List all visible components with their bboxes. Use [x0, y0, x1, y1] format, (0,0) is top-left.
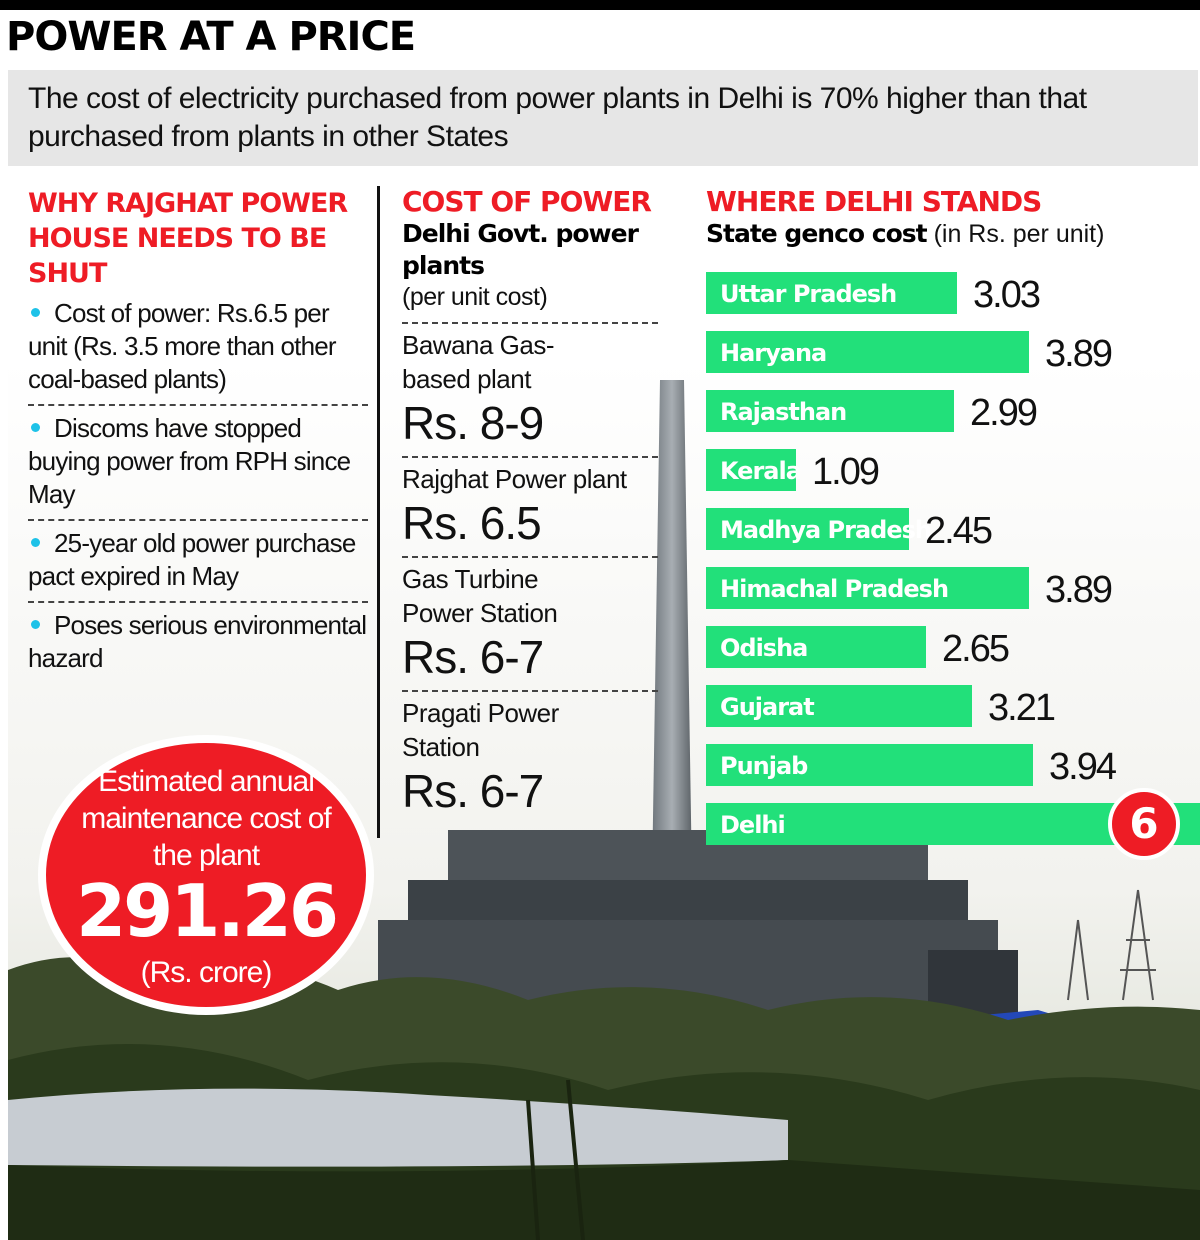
- where-delhi-stands-column: WHERE DELHI STANDS State genco cost (in …: [706, 186, 1200, 250]
- bar-madhya-pradesh: Madhya Pradesh: [706, 508, 932, 550]
- bar-odisha: Odisha: [706, 626, 926, 668]
- cost-unit: (per unit cost): [402, 283, 548, 311]
- column-divider: [377, 186, 380, 838]
- plant-cost: Rs. 6.5: [402, 497, 542, 549]
- maintenance-unit: (Rs. crore): [140, 956, 273, 989]
- chart-title: WHERE DELHI STANDS: [706, 185, 1042, 218]
- subtitle: The cost of electricity purchased from p…: [28, 82, 1087, 153]
- reason-text: Discoms have stopped buying power from R…: [28, 413, 351, 509]
- plant-cost: Rs. 6-7: [402, 765, 544, 817]
- bar-category-label: Haryana: [720, 339, 827, 367]
- reason-text: Poses serious environmental hazard: [28, 610, 367, 673]
- bar-category-label: Kerala: [720, 457, 802, 485]
- reason-item: 25-year old power purchase pact expired …: [28, 521, 368, 603]
- plant-cost: Rs. 6-7: [402, 631, 544, 683]
- bar-rajasthan: Rajasthan: [706, 390, 954, 432]
- plant-item: Gas Turbine Power Station Rs. 6-7: [402, 556, 658, 684]
- bar-value-label: 6: [1108, 788, 1180, 860]
- bar-punjab: Punjab: [706, 744, 1033, 786]
- plant-cost: Rs. 8-9: [402, 397, 544, 449]
- bar-value-label: 3.89: [1045, 333, 1113, 375]
- reasons-heading: WHY RAJGHAT POWER HOUSE NEEDS TO BE SHUT: [28, 188, 348, 289]
- bar-category-label: Madhya Pradesh: [720, 516, 932, 544]
- bar-kerala: Kerala: [706, 449, 802, 491]
- cost-subheading: Delhi Govt. power plants: [402, 219, 639, 280]
- bar-value-label: 3.21: [988, 687, 1056, 729]
- bar-category-label: Gujarat: [720, 693, 815, 721]
- bar-category-label: Delhi: [720, 811, 786, 839]
- plant-name: Bawana Gas-based plant: [402, 330, 555, 394]
- bar-category-label: Himachal Pradesh: [720, 575, 949, 603]
- cost-of-power-column: COST OF POWER Delhi Govt. power plants (…: [402, 186, 658, 818]
- reason-item: Cost of power: Rs.6.5 per unit (Rs. 3.5 …: [28, 291, 368, 406]
- bar-value-label: 2.99: [970, 392, 1038, 434]
- bar-value-label: 3.89: [1045, 569, 1113, 611]
- reasons-column: WHY RAJGHAT POWER HOUSE NEEDS TO BE SHUT…: [28, 186, 368, 683]
- maintenance-text: Estimated annual maintenance cost of the…: [81, 765, 332, 872]
- plant-item: Bawana Gas-based plant Rs. 8-9: [402, 322, 658, 450]
- bullet-icon: [31, 620, 40, 630]
- chart-subtitle-unit: (in Rs. per unit): [933, 220, 1105, 248]
- state-genco-bar-chart: Uttar Pradesh 3.03 Haryana 3.89 Rajasthan 2.9…: [706, 272, 1200, 860]
- power-plant-photo: [8, 360, 1200, 1240]
- reasons-list: Cost of power: Rs.6.5 per unit (Rs. 3.5 …: [28, 291, 368, 683]
- plant-item: Rajghat Power plant Rs. 6.5: [402, 456, 658, 550]
- bar-value-label: 3.94: [1049, 746, 1117, 788]
- reason-item: Discoms have stopped buying power from R…: [28, 406, 368, 521]
- bar-value-label: 2.65: [942, 628, 1010, 670]
- plant-name: Pragati Power Station: [402, 698, 559, 762]
- bar-value-label: 2.45: [925, 510, 993, 552]
- bar-value-label: 3.03: [973, 274, 1041, 316]
- bar-gujarat: Gujarat: [706, 685, 972, 727]
- plant-name: Rajghat Power plant: [402, 464, 627, 494]
- top-rule: [0, 0, 1200, 10]
- reason-text: 25-year old power purchase pact expired …: [28, 528, 356, 591]
- bar-category-label: Uttar Pradesh: [720, 280, 897, 308]
- bullet-icon: [31, 538, 40, 548]
- bar-category-label: Odisha: [720, 634, 808, 662]
- bar-value-label: 1.09: [812, 451, 880, 493]
- cost-heading: COST OF POWER: [402, 185, 652, 218]
- reason-item: Poses serious environmental hazard: [28, 603, 368, 683]
- reason-text: Cost of power: Rs.6.5 per unit (Rs. 3.5 …: [28, 298, 337, 394]
- bar-uttar-pradesh: Uttar Pradesh: [706, 272, 957, 314]
- plant-name: Gas Turbine Power Station: [402, 564, 558, 628]
- maintenance-cost-circle: Estimated annual maintenance cost of the…: [38, 735, 374, 1015]
- bar-category-label: Rajasthan: [720, 398, 847, 426]
- subtitle-box: [8, 70, 1198, 166]
- page-title: POWER AT A PRICE: [6, 14, 416, 60]
- bar-category-label: Punjab: [720, 752, 808, 780]
- chart-subtitle-bold: State genco cost: [706, 219, 928, 248]
- bullet-icon: [31, 423, 40, 433]
- chart-subtitle: State genco cost (in Rs. per unit): [706, 218, 1200, 250]
- plant-item: Pragati Power Station Rs. 6-7: [402, 690, 658, 818]
- maintenance-value: 291.26: [76, 869, 339, 953]
- bar-haryana: Haryana: [706, 331, 1029, 373]
- bullet-icon: [31, 308, 40, 318]
- bar-himachal-pradesh: Himachal Pradesh: [706, 567, 1029, 609]
